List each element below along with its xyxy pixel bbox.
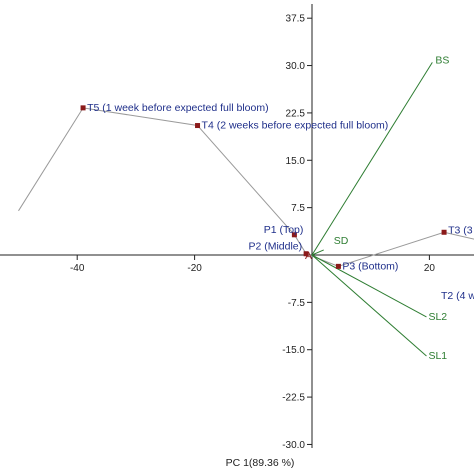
point-label: P3 (Bottom) [342,260,398,272]
y-tick-label: 7.5 [291,203,305,214]
score-points [80,105,447,269]
score-point [303,251,309,257]
vector-label: BS [435,54,449,66]
y-tick-label: -7.5 [288,298,306,309]
vector-label: SL2 [428,311,447,323]
x-axis-title: PC 1(89.36 %) [226,457,295,469]
origin-label: A [305,250,312,262]
y-tick-label: -30.0 [282,440,305,451]
ticks: 37.5 30.0 22.5 15.0 7.5 -7.5 -15.0 -22.5 -30.0 -4… [70,14,435,451]
labels: T5 (1 week before expected full bloom) T4… [87,54,474,362]
point-label: P2 (Middle) [248,241,302,253]
score-point [80,105,86,111]
vector-label: SL1 [428,350,447,362]
y-tick-label: 22.5 [286,108,306,119]
y-tick-label: -15.0 [282,345,305,356]
score-point [291,232,297,238]
score-path [18,107,474,267]
point-label: T3 (3 w [448,224,474,236]
y-tick-label: 15.0 [286,156,306,167]
score-point [441,229,447,235]
vector-sd [311,249,324,256]
y-tick-label: 37.5 [286,14,306,25]
x-tick-label: 20 [424,263,436,274]
point-label: T5 (1 week before expected full bloom) [87,102,269,114]
vector-sl2 [311,254,427,318]
y-tick-label: -22.5 [282,393,305,404]
score-path-line [18,107,474,267]
score-point [335,263,341,269]
x-tick-label: -20 [187,263,202,274]
point-label: P1 (Top) [264,224,304,236]
vector-label: SD [334,235,349,247]
vector-sl1 [311,254,427,357]
y-tick-label: 30.0 [286,61,306,72]
axes [0,4,474,448]
point-label: T4 (2 weeks before expected full bloom) [202,120,389,132]
point-label: T2 (4 w [441,290,474,302]
loading-vectors [311,62,433,357]
vector-bs [311,62,433,256]
x-tick-label: -40 [70,263,85,274]
score-point [195,123,201,129]
